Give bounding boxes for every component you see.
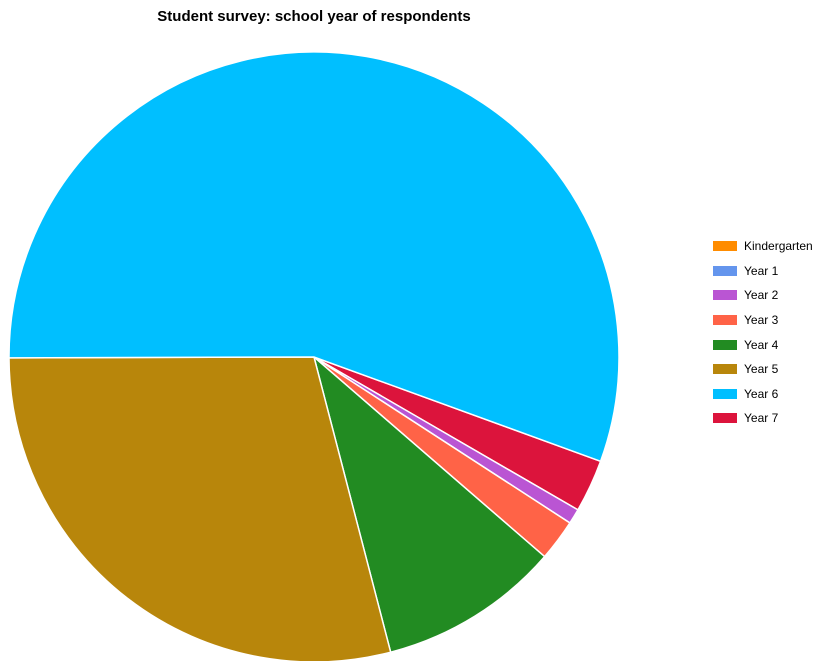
legend-swatch: [713, 241, 737, 252]
legend-label: Year 5: [744, 362, 779, 377]
legend-label: Year 7: [744, 411, 779, 426]
legend-swatch: [713, 364, 737, 375]
legend-item-year-5: Year 5: [713, 357, 813, 382]
legend-item-year-3: Year 3: [713, 308, 813, 333]
legend-swatch: [713, 265, 737, 276]
legend-swatch: [713, 290, 737, 301]
legend-label: Year 3: [744, 313, 779, 328]
legend-item-year-6: Year 6: [713, 382, 813, 407]
legend-label: Year 2: [744, 288, 779, 303]
legend-item-year-4: Year 4: [713, 332, 813, 357]
legend-item-year-1: Year 1: [713, 259, 813, 284]
pie-chart: [8, 51, 620, 661]
legend-label: Year 6: [744, 386, 779, 401]
legend-item-year-2: Year 2: [713, 283, 813, 308]
pie-slice-year-5: [8, 356, 392, 661]
legend-swatch: [713, 388, 737, 399]
legend-label: Year 1: [744, 263, 779, 278]
legend-label: Kindergarten: [744, 239, 813, 254]
legend-swatch: [713, 315, 737, 326]
legend-item-kindergarten: Kindergarten: [713, 234, 813, 259]
legend-label: Year 4: [744, 337, 779, 352]
legend-item-year-7: Year 7: [713, 406, 813, 431]
legend-swatch: [713, 339, 737, 350]
chart-title: Student survey: school year of responden…: [157, 8, 471, 25]
pie-slice-year-6: [8, 51, 620, 463]
legend-swatch: [713, 413, 737, 424]
legend: Kindergarten Year 1 Year 2 Year 3 Year 4 Year…: [713, 234, 813, 431]
